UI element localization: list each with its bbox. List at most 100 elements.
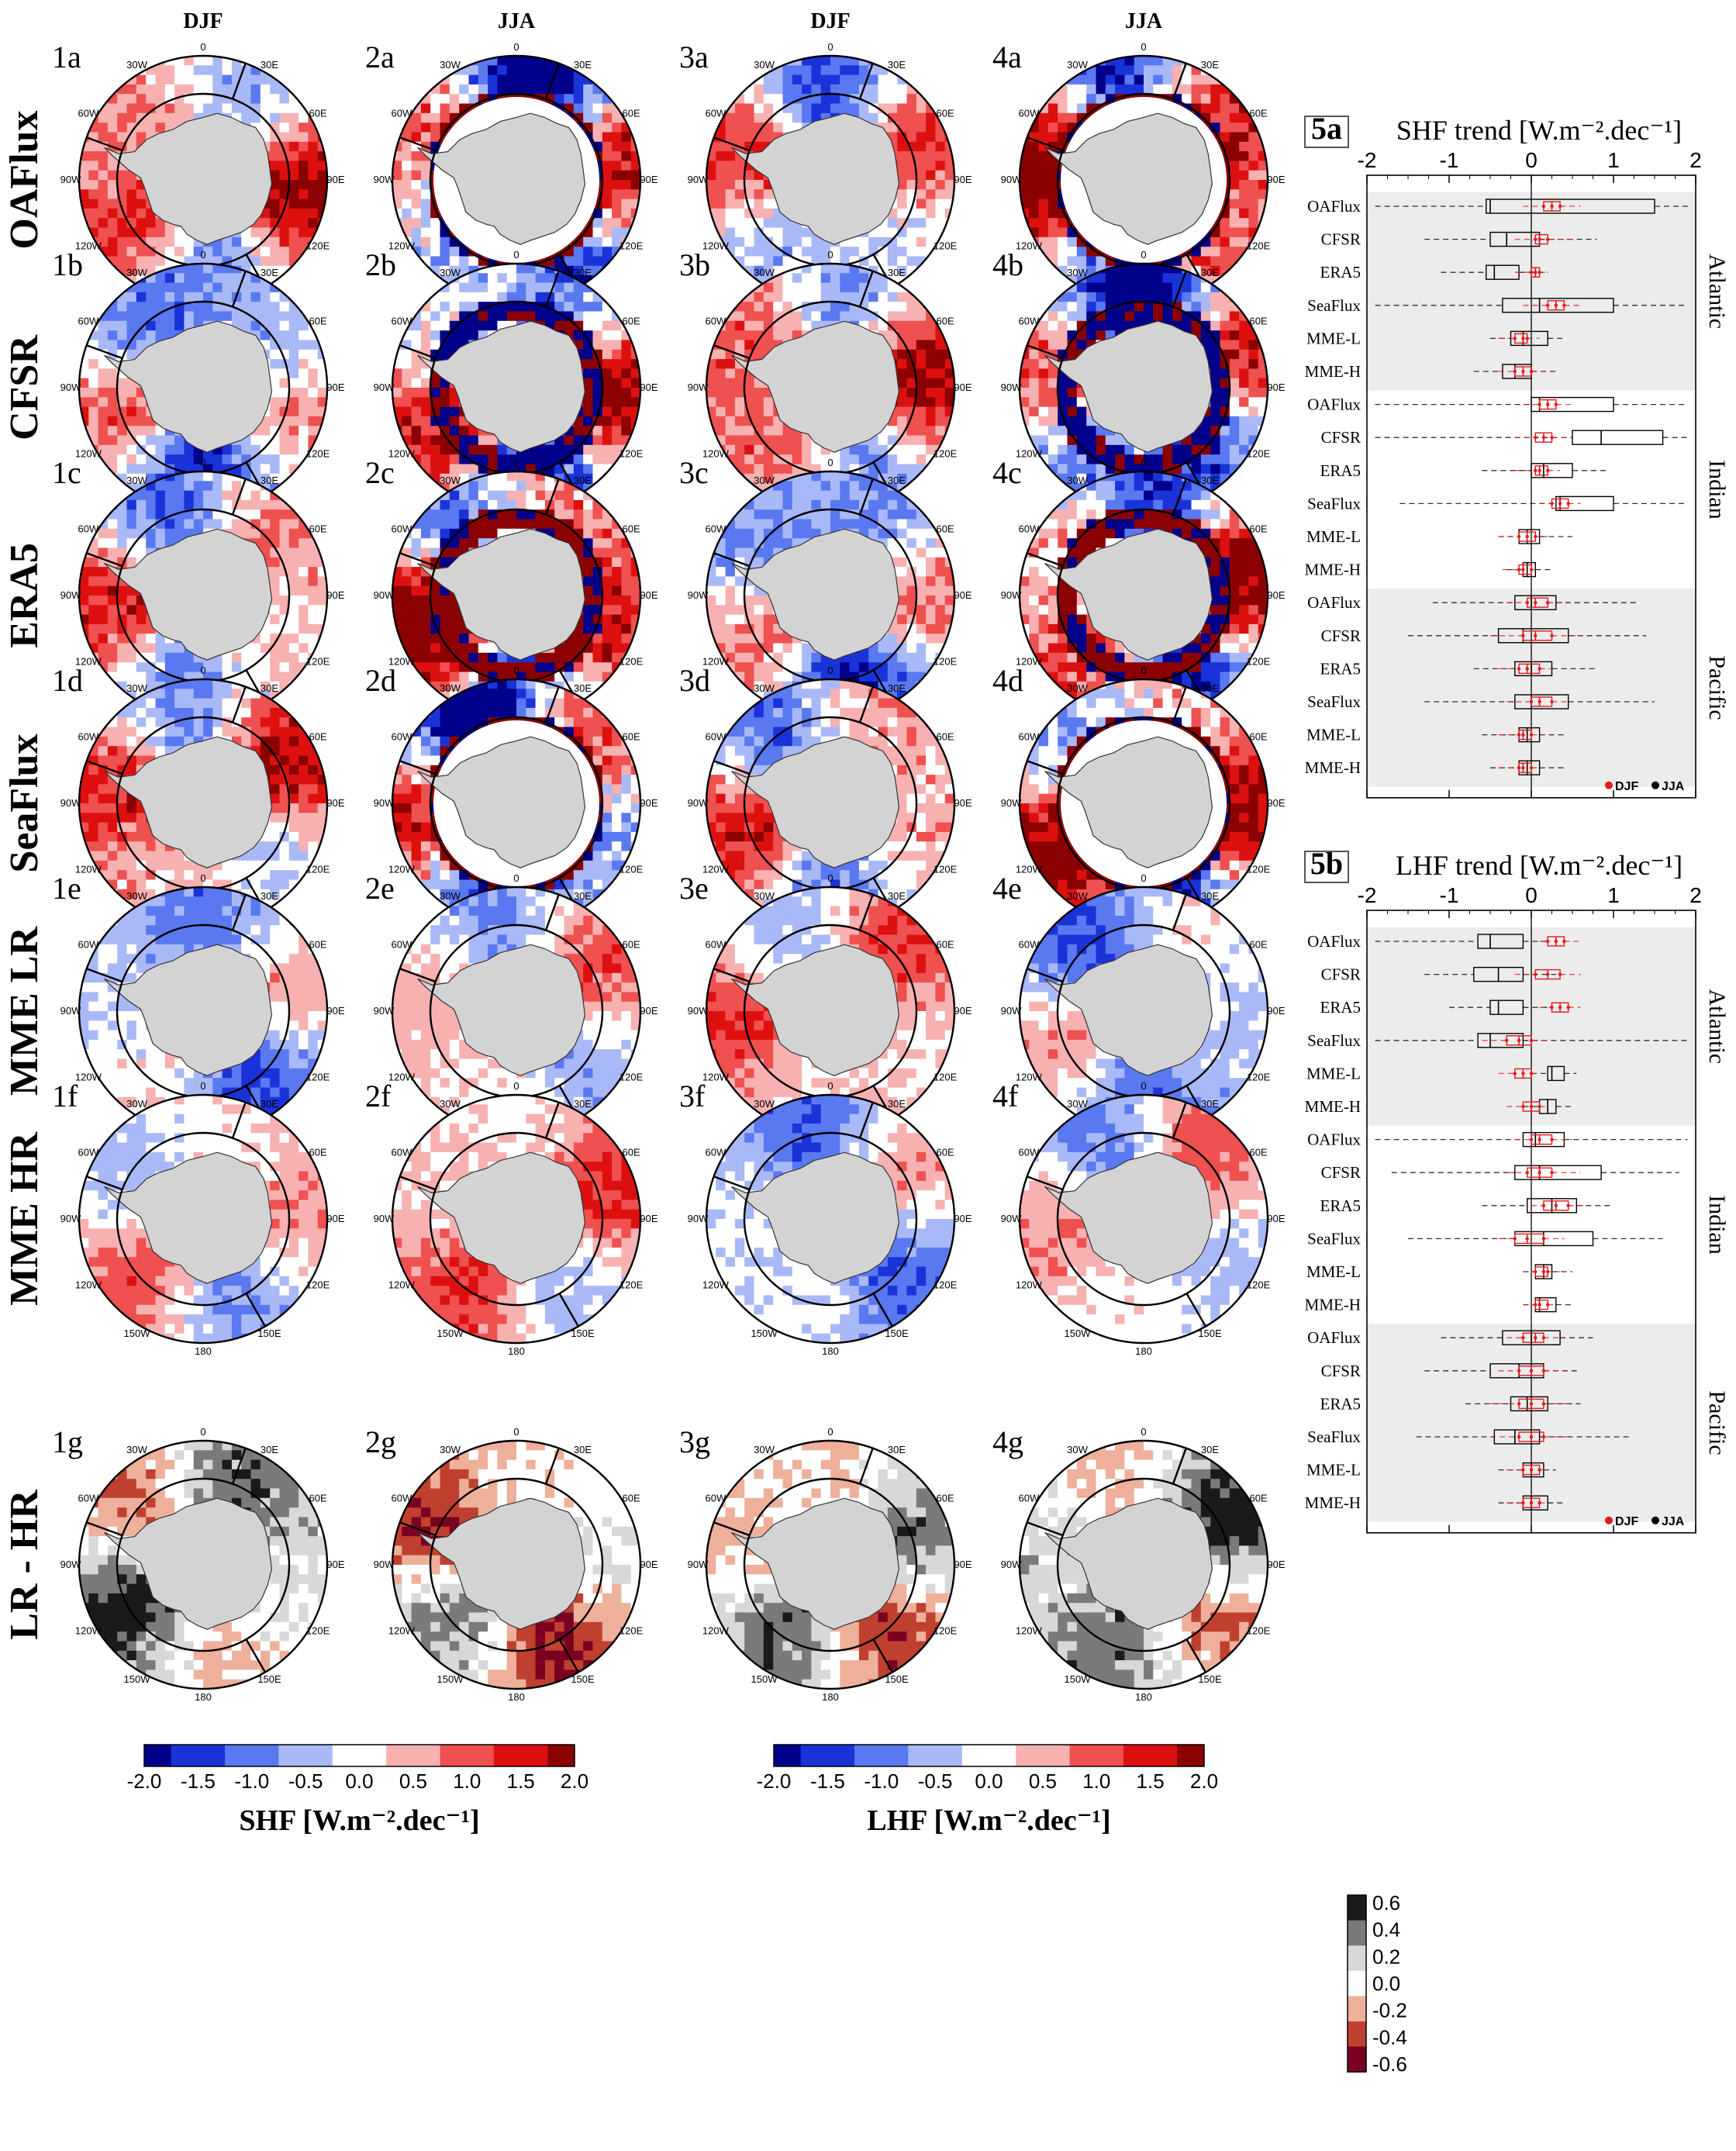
map-cell (897, 292, 908, 302)
map-cell (612, 180, 622, 190)
map-cell (488, 454, 498, 465)
map-cell (1058, 320, 1068, 331)
map-cell (1144, 65, 1154, 76)
map-cell (725, 435, 736, 446)
map-cell (1105, 444, 1116, 455)
map-cell (1229, 132, 1240, 143)
map-cell (430, 112, 441, 123)
map-cell (754, 406, 764, 417)
map-cell (1182, 320, 1192, 331)
map-cell (602, 406, 613, 417)
map-cell (1029, 359, 1040, 369)
map-cell (88, 634, 99, 644)
map-cell (203, 247, 213, 257)
row-title: CFSR (2, 334, 47, 440)
map-cell (554, 94, 565, 105)
map-cell (449, 103, 460, 114)
map-cell (1067, 247, 1078, 257)
map-cell (792, 273, 802, 284)
map-cell (279, 330, 290, 341)
map-cell (602, 330, 613, 341)
map-cell (516, 282, 526, 293)
map-cell (308, 132, 319, 143)
map-cell (1029, 406, 1040, 417)
map-cell (1248, 340, 1259, 350)
map-cell (136, 406, 147, 417)
lon-label: 60E (1250, 108, 1268, 119)
map-cell (1239, 426, 1249, 437)
map-cell (840, 282, 851, 293)
map-cell (792, 282, 802, 293)
map-cell (506, 56, 517, 66)
map-cell (897, 151, 908, 161)
map-cell (288, 359, 299, 369)
map-cell (573, 464, 584, 475)
map-cell (612, 406, 622, 417)
map-cell (734, 340, 745, 350)
map-cell (146, 292, 157, 302)
map-cell (478, 74, 488, 85)
map-cell (411, 359, 422, 369)
map-cell (117, 330, 128, 341)
map-cell (773, 292, 784, 302)
map-cell (308, 141, 319, 152)
map-cell (754, 247, 764, 257)
map-cell (897, 416, 908, 426)
map-cell (411, 199, 422, 209)
map-cell (117, 123, 128, 133)
map-cell (420, 161, 431, 171)
map-cell (270, 302, 281, 312)
map-cell (107, 161, 118, 171)
map-cell (840, 273, 851, 284)
map-cell (897, 112, 908, 123)
lon-label: 30E (1201, 59, 1219, 71)
map-cell (602, 247, 613, 257)
map-cell (802, 112, 812, 123)
map-cell (1144, 264, 1154, 274)
map-cell (1144, 282, 1154, 293)
map-cell (602, 227, 613, 238)
map-cell (734, 320, 745, 331)
map-cell (1258, 435, 1268, 446)
map-cell (1067, 464, 1078, 475)
map-cell (1047, 103, 1058, 114)
map-cell (1038, 378, 1049, 388)
map-cell (792, 247, 802, 257)
map-cell (440, 444, 450, 455)
map-cell (944, 227, 954, 238)
map-cell (440, 349, 450, 360)
map-cell (440, 416, 450, 426)
map-cell (744, 170, 755, 181)
map-cell (1058, 378, 1068, 388)
map-cell (1239, 320, 1249, 331)
map-cell (107, 189, 118, 200)
panel-label: 1b (52, 247, 83, 282)
map-cell (392, 227, 402, 238)
map-cell (1191, 292, 1202, 302)
map-cell (430, 435, 441, 446)
map-cell (392, 170, 402, 181)
map-cell (1220, 302, 1230, 312)
map-cell (897, 368, 908, 379)
map-panel-2a: 030E60E90E120E150E180150W120W90W60W30W2a (365, 40, 658, 318)
map-cell (535, 65, 546, 76)
map-cell (782, 65, 793, 76)
map-cell (802, 247, 812, 257)
map-cell (193, 65, 204, 76)
map-cell (478, 435, 488, 446)
map-cell (1058, 227, 1068, 238)
lon-label: 30E (574, 59, 592, 71)
antarctica-landmass (104, 112, 273, 245)
map-cell (1105, 435, 1116, 446)
map-cell (583, 320, 594, 331)
map-cell (402, 349, 412, 360)
map-cell (1200, 292, 1211, 302)
map-cell (107, 499, 118, 510)
map-cell (1086, 330, 1097, 341)
map-cell (288, 227, 299, 238)
map-cell (754, 103, 764, 114)
map-cell (430, 237, 441, 247)
map-cell (126, 499, 137, 510)
map-cell (935, 132, 946, 143)
